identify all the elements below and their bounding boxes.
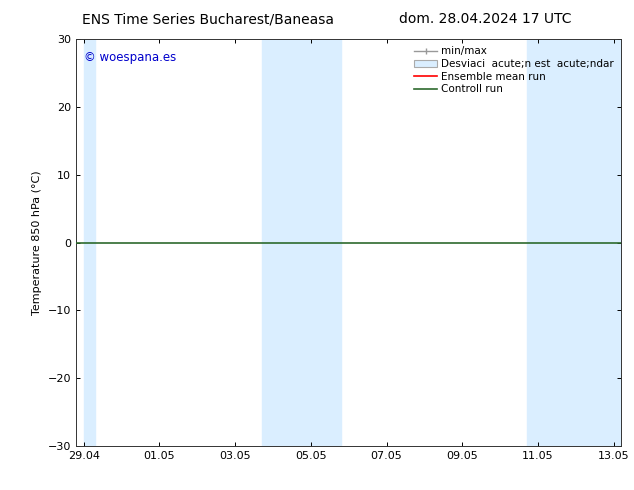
Text: ENS Time Series Bucharest/Baneasa: ENS Time Series Bucharest/Baneasa [82, 12, 334, 26]
Bar [527, 39, 621, 446]
Legend: min/max, Desviaci  acute;n est  acute;ndar, Ensemble mean run, Controll run: min/max, Desviaci acute;n est acute;ndar… [412, 45, 616, 97]
Bar [84, 39, 95, 446]
Text: dom. 28.04.2024 17 UTC: dom. 28.04.2024 17 UTC [399, 12, 572, 26]
Y-axis label: Temperature 850 hPa (°C): Temperature 850 hPa (°C) [32, 170, 42, 315]
Bar [262, 39, 341, 446]
Text: © woespana.es: © woespana.es [84, 51, 176, 64]
